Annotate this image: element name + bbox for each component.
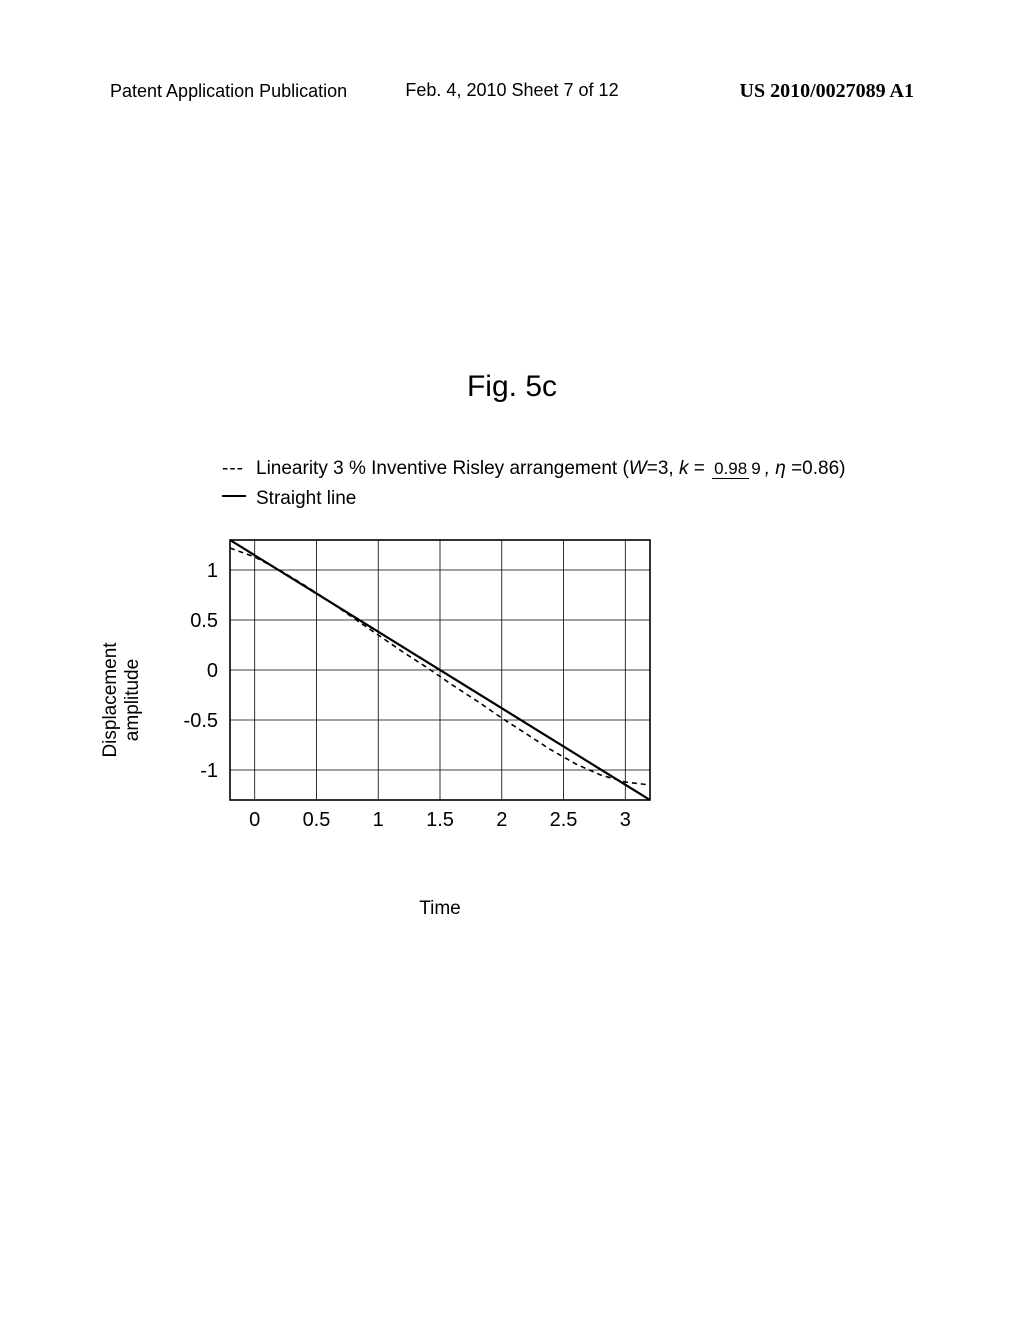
legend-row-dashed: --- Linearity 3 % Inventive Risley arran… xyxy=(222,454,845,484)
x-axis-label: Time xyxy=(160,898,720,920)
svg-text:1.5: 1.5 xyxy=(426,809,454,831)
legend-solid-icon xyxy=(222,495,246,497)
svg-text:0: 0 xyxy=(207,660,218,682)
fraction-icon: 0.989 xyxy=(712,460,763,478)
svg-text:1: 1 xyxy=(207,560,218,582)
legend-row-solid: Straight line xyxy=(222,484,845,514)
header-left: Patent Application Publication xyxy=(110,81,347,102)
svg-text:0.5: 0.5 xyxy=(190,610,218,632)
figure-title: Fig. 5c xyxy=(0,370,1024,404)
y-axis-label: Displacement amplitude xyxy=(100,642,144,757)
svg-text:3: 3 xyxy=(620,809,631,831)
svg-text:2: 2 xyxy=(496,809,507,831)
legend-text-2: Straight line xyxy=(256,484,356,514)
legend-dash-icon: --- xyxy=(222,454,250,484)
chart-svg: -1 -0.5 0 0.5 1 0 0.5 1 1.5 2 2.5 3 xyxy=(160,530,720,870)
svg-text:0.5: 0.5 xyxy=(303,809,331,831)
svg-text:-0.5: -0.5 xyxy=(184,710,218,732)
svg-text:0: 0 xyxy=(249,809,260,831)
header-right: US 2010/0027089 A1 xyxy=(740,80,914,103)
page-header: Patent Application Publication Feb. 4, 2… xyxy=(0,80,1024,103)
header-center: Feb. 4, 2010 Sheet 7 of 12 xyxy=(405,80,618,101)
svg-text:1: 1 xyxy=(373,809,384,831)
legend: --- Linearity 3 % Inventive Risley arran… xyxy=(222,454,845,515)
svg-text:2.5: 2.5 xyxy=(550,809,578,831)
svg-text:-1: -1 xyxy=(200,760,218,782)
legend-text-1: Linearity 3 % Inventive Risley arrangeme… xyxy=(256,454,845,484)
chart: Displacement amplitude -1-0.500.5100.511… xyxy=(160,530,720,870)
